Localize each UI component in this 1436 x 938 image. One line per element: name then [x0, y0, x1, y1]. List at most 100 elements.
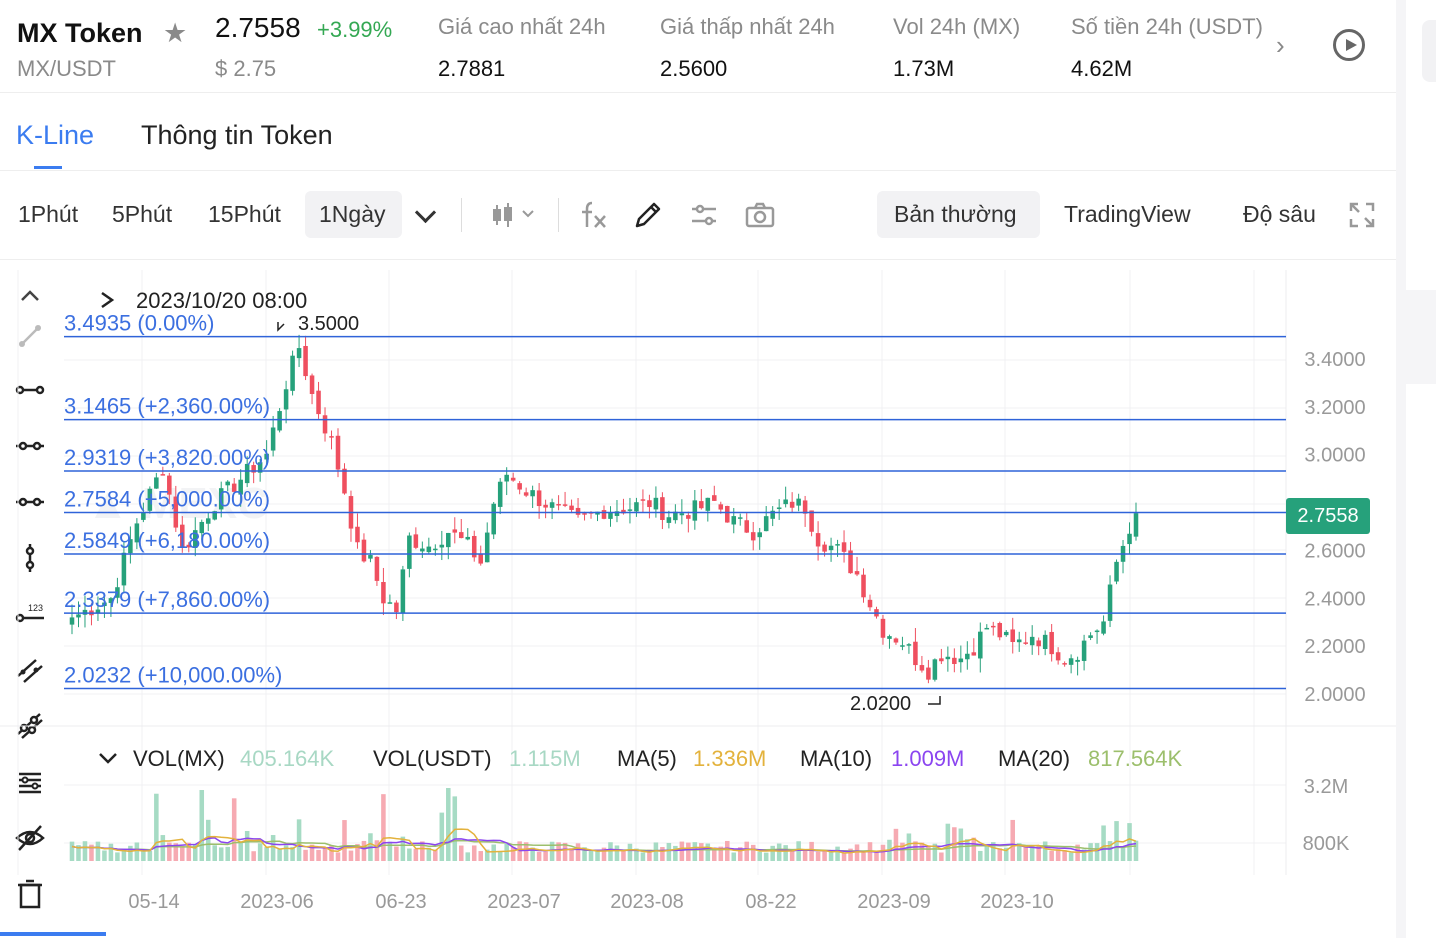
volume-bar — [192, 844, 198, 861]
settings-sliders-icon[interactable] — [688, 199, 720, 231]
volume-bar — [218, 847, 224, 861]
chevron-down-icon[interactable] — [414, 201, 437, 224]
indicator-fx-icon[interactable] — [578, 199, 610, 231]
stat-value: 2.5600 — [660, 56, 728, 81]
volume-bar — [679, 841, 685, 861]
volume-bar — [588, 849, 594, 861]
volume-bar — [1088, 843, 1093, 861]
interval-15m[interactable]: 15Phút — [208, 201, 281, 227]
candle-body — [809, 510, 814, 532]
candle-body — [303, 345, 308, 377]
volume-bar — [407, 848, 412, 861]
volume-bar — [601, 847, 607, 861]
volume-bar — [309, 844, 315, 861]
volume-tick-label: 3.2M — [1304, 776, 1348, 798]
selected-interval-bg — [305, 191, 402, 238]
layers-icon[interactable] — [14, 766, 46, 798]
candle-body — [757, 532, 762, 538]
volume-bar — [776, 843, 782, 861]
chevron-down-icon[interactable] — [99, 753, 117, 764]
fib-level-label: 2.5849 (+6,180.00%) — [64, 528, 270, 553]
candle-body — [750, 532, 756, 541]
view-normal[interactable]: Bản thường — [894, 201, 1017, 227]
volume-bar — [647, 849, 652, 861]
candle-body — [660, 497, 665, 520]
chevron-right-icon[interactable] — [101, 291, 115, 309]
candle-body — [523, 492, 529, 496]
volume-bar — [627, 843, 633, 861]
right-panel-tab[interactable] — [1422, 20, 1436, 82]
favorite-star-icon[interactable]: ★ — [163, 18, 188, 48]
candle-body — [231, 483, 237, 492]
candle-body — [802, 500, 808, 514]
kline-panel — [0, 0, 1396, 938]
time-tick-label: 05-14 — [128, 891, 179, 913]
candle-body — [848, 550, 853, 574]
volume-bar — [497, 851, 503, 861]
candle-body — [1010, 629, 1016, 642]
volume-bar — [1036, 844, 1041, 861]
volume-bar — [251, 851, 256, 861]
tab-token-info[interactable]: Thông tin Token — [141, 120, 333, 150]
volume-bar — [134, 842, 140, 861]
price-tick-label: 2.4000 — [1304, 588, 1365, 610]
candle-body — [984, 627, 990, 630]
collapse-up-icon[interactable] — [14, 280, 46, 312]
trash-icon[interactable] — [14, 878, 46, 910]
volume-bar — [549, 841, 555, 861]
last-price: 2.7558 — [215, 12, 301, 43]
chevron-right-icon[interactable]: › — [1276, 30, 1285, 60]
stat-value: 1.73M — [893, 56, 955, 81]
interval-1m[interactable]: 1Phút — [18, 201, 79, 227]
candle-body — [329, 436, 334, 438]
kline-chart[interactable]: ▲ MEXC 3.4935 (0.00%)3.1465 (+2,360.00%)… — [0, 260, 1396, 932]
candle-body — [465, 536, 471, 540]
parallel-line-icon[interactable] — [14, 486, 46, 518]
candle-body — [906, 644, 912, 646]
volume-bar — [809, 841, 814, 861]
price-tick-label: 2.6000 — [1304, 540, 1365, 562]
candle-body — [108, 598, 114, 603]
candle-body — [744, 520, 750, 533]
pencil-icon[interactable] — [632, 199, 664, 231]
volume-bar — [971, 837, 977, 861]
horizontal-ray-icon[interactable] — [14, 430, 46, 462]
legend-vol-mx-value: 405.164K — [240, 746, 335, 771]
candle-body — [1036, 640, 1041, 647]
camera-icon[interactable] — [744, 199, 776, 231]
candle-body — [180, 524, 185, 548]
candle-type-icon[interactable] — [490, 199, 538, 231]
volume-bar — [608, 842, 613, 861]
trend-line-icon[interactable] — [14, 320, 46, 352]
candle-body — [861, 574, 866, 598]
candle-body — [614, 511, 620, 516]
candle-body — [627, 509, 633, 511]
play-icon[interactable] — [1333, 29, 1365, 61]
candle-body — [374, 556, 380, 581]
volume-bar — [160, 835, 166, 861]
view-tradingview[interactable]: TradingView — [1064, 201, 1191, 227]
volume-bar — [102, 850, 107, 861]
vertical-line-icon[interactable] — [14, 542, 46, 574]
candle-body — [653, 497, 659, 510]
volume-bar — [750, 844, 756, 861]
fullscreen-icon[interactable] — [1346, 199, 1378, 231]
interval-1d[interactable]: 1Ngày — [319, 201, 386, 227]
fibonacci-icon[interactable] — [14, 710, 46, 742]
volume-bar — [945, 823, 951, 861]
volume-bar — [465, 852, 471, 861]
volume-bar — [796, 841, 801, 861]
volume-axis: 3.2M 800K — [1303, 776, 1350, 855]
volume-bar — [737, 847, 743, 861]
interval-5m[interactable]: 5Phút — [112, 201, 173, 227]
candle-body — [1133, 513, 1139, 537]
tab-kline[interactable]: K-Line — [16, 120, 95, 169]
channel-icon[interactable] — [14, 654, 46, 686]
eye-hide-icon[interactable] — [14, 822, 46, 854]
volume-bar — [1029, 845, 1035, 861]
volume-bar — [614, 845, 620, 861]
volume-bar — [763, 852, 769, 861]
fib-level-label: 2.0232 (+10,000.00%) — [64, 662, 282, 687]
view-depth[interactable]: Độ sâu — [1243, 201, 1316, 227]
candle-body — [192, 530, 198, 548]
